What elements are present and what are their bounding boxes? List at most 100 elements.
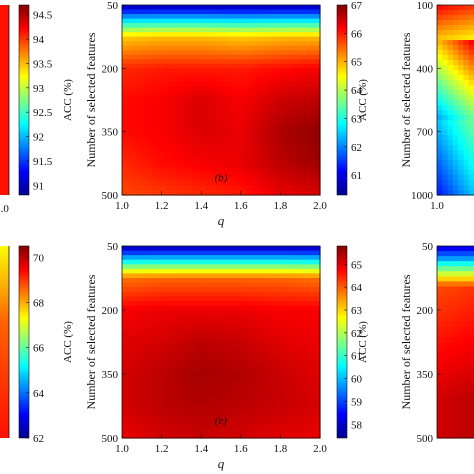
heatmap-cell [240, 305, 247, 311]
heatmap-cell [126, 282, 133, 288]
heatmap-cell [285, 154, 291, 160]
heatmap-cell [126, 122, 133, 128]
heatmap-cell [315, 305, 321, 311]
heatmap-cell [442, 357, 449, 363]
heatmap-cell [136, 163, 143, 169]
heatmap-cell [250, 424, 257, 430]
heatmap-cell [315, 127, 321, 133]
heatmap-cell [171, 122, 178, 128]
heatmap-cell [275, 50, 281, 56]
heatmap-cell [211, 140, 217, 146]
heatmap-cell [463, 306, 470, 313]
heatmap-cell [186, 136, 192, 142]
heatmap-cell [136, 54, 143, 60]
heatmap-cell [122, 181, 128, 187]
heatmap-cell [161, 323, 168, 329]
heatmap-cell [166, 428, 173, 435]
heatmap-cell [260, 109, 267, 115]
heatmap-cell [265, 351, 272, 357]
heatmap-cell [211, 27, 217, 33]
heatmap-cell [126, 401, 133, 407]
heatmap-cell [131, 131, 138, 137]
heatmap-cell [146, 396, 153, 403]
heatmap-cell [161, 396, 168, 403]
heatmap-cell [201, 273, 207, 279]
heatmap-cell [221, 415, 227, 421]
heatmap-cell [166, 355, 173, 361]
heatmap-cell [141, 433, 148, 439]
heatmap-cell [310, 428, 316, 435]
heatmap-cell [201, 360, 207, 366]
heatmap-cell [463, 35, 470, 41]
heatmap-cell [310, 185, 316, 192]
heatmap-cell [265, 136, 272, 142]
heatmap-cell [126, 32, 133, 38]
heatmap-cell [280, 278, 286, 284]
heatmap-cell [206, 45, 212, 51]
heatmap-cell [131, 314, 138, 320]
heatmap-cell [122, 296, 128, 302]
heatmap-cell [221, 54, 227, 60]
heatmap-cell [255, 374, 262, 380]
heatmap-cell [216, 323, 222, 329]
heatmap-cell [463, 352, 470, 358]
heatmap-cell [126, 337, 133, 343]
heatmap-cell [196, 23, 202, 29]
heatmap-cell [221, 63, 227, 69]
heatmap-cell [225, 314, 232, 320]
heatmap-cell [280, 337, 286, 343]
heatmap-cell [141, 86, 148, 92]
heatmap-cell [285, 140, 291, 146]
heatmap-cell [452, 70, 459, 76]
heatmap-cell [176, 364, 182, 371]
heatmap-cell [315, 264, 321, 270]
heatmap-cell [468, 175, 474, 181]
heatmap-cell [255, 41, 262, 47]
heatmap-cell [230, 259, 237, 265]
heatmap-cell [290, 181, 296, 187]
heatmap-cell [458, 301, 465, 308]
heatmap-cell [141, 419, 148, 425]
heatmap-cell [225, 369, 232, 375]
heatmap-cell [260, 154, 267, 160]
heatmap-cell [260, 419, 267, 425]
heatmap-cell [240, 401, 247, 407]
heatmap-cell [305, 305, 311, 311]
heatmap-cell [260, 278, 267, 284]
heatmap-cell [260, 337, 267, 343]
heatmap-cell [240, 337, 247, 343]
heatmap-cell [447, 271, 454, 277]
heatmap-cell [186, 392, 192, 398]
heatmap-cell [250, 396, 257, 403]
heatmap-cell [206, 5, 212, 11]
heatmap-cell [151, 185, 158, 192]
heatmap-cell [156, 127, 163, 133]
heatmap-cell [221, 131, 227, 137]
y-tick-label: 400 [417, 63, 434, 75]
colorbar-label: ACC (%) [62, 321, 74, 363]
heatmap-cell [131, 291, 138, 297]
heatmap-cell [221, 282, 227, 288]
heatmap-cell [260, 158, 267, 164]
heatmap-cell [458, 291, 465, 298]
heatmap-cell [156, 259, 163, 265]
heatmap-cell [265, 154, 272, 160]
heatmap-cell [221, 41, 227, 47]
heatmap-cell [225, 392, 232, 398]
heatmap-cell [225, 387, 232, 393]
heatmap-cell [126, 136, 133, 142]
heatmap-cell [191, 127, 197, 133]
heatmap-cell [265, 314, 272, 320]
heatmap-cell [181, 406, 187, 412]
heatmap-cell [171, 305, 178, 311]
heatmap-cell [161, 351, 168, 357]
heatmap-cell [250, 109, 257, 115]
heatmap-cell [290, 342, 296, 348]
heatmap-cell [221, 122, 227, 128]
heatmap-cell [230, 319, 237, 325]
heatmap-cell [265, 346, 272, 352]
heatmap-cell [305, 337, 311, 343]
heatmap-cell [235, 109, 242, 115]
heatmap-cell [447, 155, 454, 161]
